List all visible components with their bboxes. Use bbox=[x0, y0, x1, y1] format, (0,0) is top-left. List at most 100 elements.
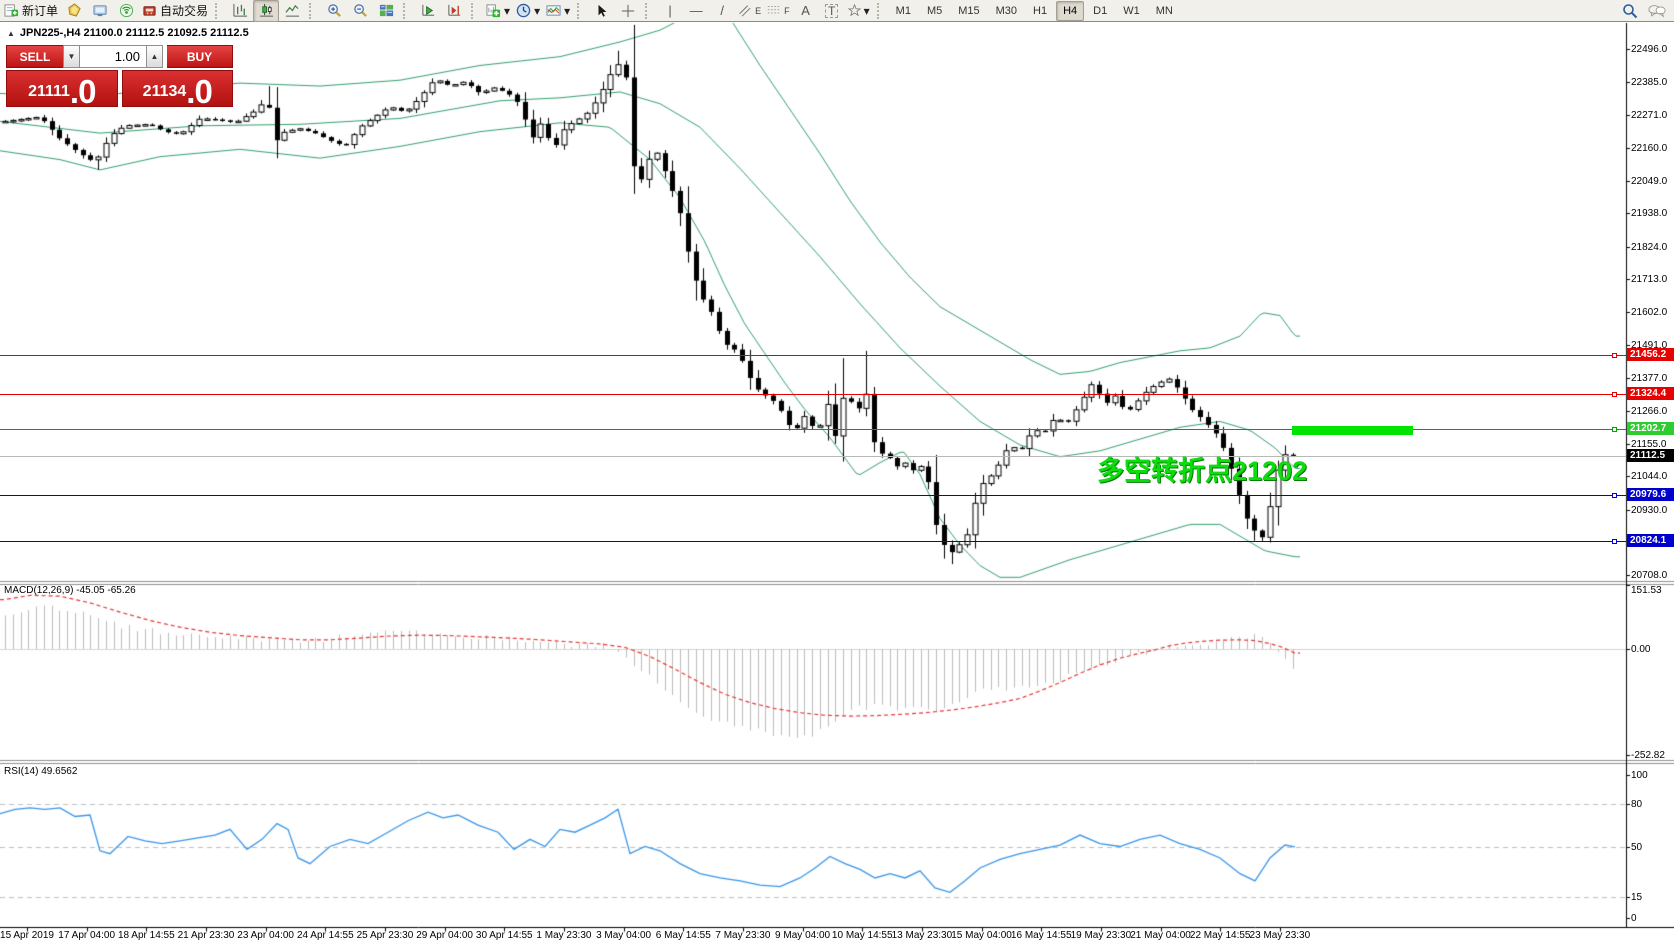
fibonacci-label: F bbox=[784, 5, 790, 16]
auto-scroll-button[interactable] bbox=[415, 0, 441, 22]
trade-panel-collapse-arrow[interactable]: ▲ bbox=[7, 28, 15, 38]
line-handle[interactable] bbox=[1612, 493, 1617, 498]
chat-icon[interactable] bbox=[1648, 3, 1666, 18]
price-axis-label: 20708.0 bbox=[1631, 570, 1668, 581]
horizontal-line-21456.2[interactable] bbox=[0, 353, 1626, 358]
cursor-tool-button[interactable] bbox=[589, 0, 615, 22]
price-axis-label: 20930.0 bbox=[1631, 505, 1668, 516]
timeframe-h4[interactable]: H4 bbox=[1056, 0, 1085, 21]
price-tag-21202.7: 21202.7 bbox=[1627, 422, 1674, 435]
bar-chart-button[interactable] bbox=[227, 0, 253, 22]
sell-button[interactable]: SELL bbox=[6, 45, 63, 68]
timeframe-mn[interactable]: MN bbox=[1155, 4, 1173, 17]
zoom-out-button[interactable] bbox=[347, 0, 373, 22]
crosshair-icon bbox=[622, 4, 635, 17]
line-handle[interactable] bbox=[1612, 353, 1617, 358]
market-button[interactable] bbox=[61, 0, 87, 22]
timeframe-d1[interactable]: D1 bbox=[1093, 4, 1108, 17]
macd-axis-label: 151.53 bbox=[1631, 585, 1662, 596]
line-handle[interactable] bbox=[1612, 427, 1617, 432]
vertical-line-tool-button[interactable]: | bbox=[657, 0, 683, 22]
horizontal-line-20824.1[interactable] bbox=[0, 539, 1626, 544]
sell-price-box[interactable]: 21111 .0 bbox=[6, 70, 118, 110]
profile-button[interactable] bbox=[87, 0, 113, 22]
time-axis-label: 15 Apr 2019 bbox=[0, 930, 54, 941]
timeframe-m1[interactable]: M1 bbox=[895, 4, 911, 17]
chart-symbol-title: ▲ JPN225-,H4 21100.0 21112.5 21092.5 211… bbox=[7, 27, 249, 39]
periods-button[interactable]: ▾ bbox=[513, 0, 543, 22]
horizontal-line-21112.5[interactable] bbox=[0, 456, 1626, 457]
tile-windows-button[interactable] bbox=[373, 0, 399, 22]
fibonacci-tool-button[interactable]: F bbox=[764, 0, 793, 22]
sell-price-main: 21111 bbox=[28, 83, 70, 100]
signal-button[interactable] bbox=[113, 0, 139, 22]
templates-button[interactable]: ▾ bbox=[543, 0, 573, 22]
line-chart-icon bbox=[284, 4, 299, 17]
horizontal-line-tool-button[interactable]: — bbox=[683, 0, 709, 22]
rsi-axis-label: 0 bbox=[1631, 913, 1637, 924]
profile-icon bbox=[92, 5, 107, 17]
buy-price-box[interactable]: 21134 .0 bbox=[121, 70, 233, 108]
price-axis-label: 22385.0 bbox=[1631, 77, 1668, 88]
line-handle[interactable] bbox=[1612, 392, 1617, 397]
timeframe-m15[interactable]: M15 bbox=[958, 4, 980, 17]
rsi-axis-label: 100 bbox=[1631, 770, 1648, 781]
text-tool-button[interactable]: A bbox=[793, 0, 819, 22]
timeframe-m5[interactable]: M5 bbox=[926, 4, 943, 17]
toolbar-separator bbox=[645, 2, 654, 19]
horizontal-line-21202.7[interactable] bbox=[0, 427, 1626, 432]
volume-increase-button[interactable]: ▲ bbox=[146, 45, 163, 68]
toolbar-right-group bbox=[1622, 3, 1666, 19]
trendline-tool-button[interactable]: / bbox=[709, 0, 735, 22]
price-axis-label: 21602.0 bbox=[1631, 307, 1668, 318]
horizontal-line-icon: — bbox=[689, 3, 703, 18]
time-axis-label: 22 May 14:55 bbox=[1189, 930, 1251, 941]
chart-shift-button[interactable] bbox=[441, 0, 467, 22]
search-icon[interactable] bbox=[1622, 3, 1638, 19]
time-axis-label: 23 May 23:30 bbox=[1249, 930, 1311, 941]
sell-price-pips: .0 bbox=[69, 72, 97, 110]
volume-input[interactable] bbox=[80, 45, 146, 68]
channel-tool-button[interactable]: E bbox=[735, 0, 764, 22]
zoom-in-button[interactable] bbox=[321, 0, 347, 22]
text-label-tool-button[interactable]: T bbox=[819, 0, 845, 22]
horizontal-line-20979.6[interactable] bbox=[0, 493, 1626, 498]
volume-decrease-button[interactable]: ▼ bbox=[63, 45, 80, 68]
highlight-level-bar[interactable] bbox=[1292, 426, 1413, 435]
price-tag-21324.4: 21324.4 bbox=[1627, 387, 1674, 400]
buy-button[interactable]: BUY bbox=[167, 45, 233, 68]
trendline-icon: / bbox=[720, 3, 724, 18]
auto-trading-button[interactable]: 自动交易 bbox=[139, 0, 211, 22]
price-axis-label: 22049.0 bbox=[1631, 176, 1668, 187]
toolbar-separator bbox=[403, 2, 412, 19]
price-axis-label: 21044.0 bbox=[1631, 471, 1668, 482]
line-chart-button[interactable] bbox=[279, 0, 305, 22]
chart-annotation-text[interactable]: 多空转折点21202 bbox=[1097, 456, 1308, 486]
signal-icon bbox=[119, 3, 133, 18]
toolbar-separator bbox=[215, 2, 224, 19]
timeframe-m30[interactable]: M30 bbox=[995, 4, 1018, 17]
price-axis-label: 21266.0 bbox=[1631, 406, 1668, 417]
time-axis-label: 1 May 23:30 bbox=[536, 930, 592, 941]
price-axis-label: 21491.0 bbox=[1631, 340, 1668, 351]
time-axis-label: 24 Apr 14:55 bbox=[296, 930, 354, 941]
timeframe-h1[interactable]: H1 bbox=[1033, 4, 1048, 17]
time-axis-label: 25 Apr 23:30 bbox=[356, 930, 414, 941]
timeframe-w1[interactable]: W1 bbox=[1123, 4, 1140, 17]
arrows-tool-button[interactable]: ▾ bbox=[845, 0, 873, 22]
new-order-button[interactable]: 新订单 bbox=[1, 0, 61, 22]
macd-axis-label: -252.82 bbox=[1631, 750, 1665, 761]
candlestick-chart-button[interactable] bbox=[253, 0, 280, 22]
horizontal-line-21324.4[interactable] bbox=[0, 392, 1626, 397]
buy-price-main: 21134 bbox=[142, 83, 187, 100]
line-handle[interactable] bbox=[1612, 539, 1617, 544]
price-axis-label: 21824.0 bbox=[1631, 242, 1668, 253]
indicators-button[interactable]: ▾ bbox=[483, 0, 513, 22]
price-axis-label: 22271.0 bbox=[1631, 110, 1668, 121]
toolbar-separator bbox=[876, 2, 886, 19]
one-click-trading-panel: SELL ▼ ▲ BUY 21111 .0 21134 .0 bbox=[6, 45, 233, 110]
time-axis-label: 18 Apr 14:55 bbox=[117, 930, 175, 941]
crosshair-tool-button[interactable] bbox=[615, 0, 641, 22]
